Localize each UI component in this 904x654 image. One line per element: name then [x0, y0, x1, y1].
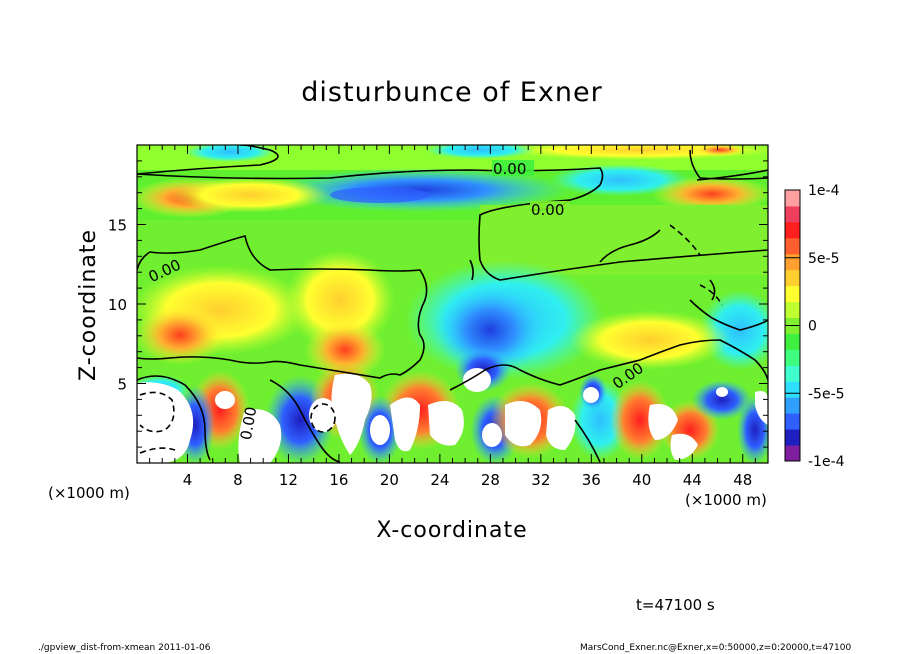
x-tick-label: 4	[183, 471, 193, 489]
x-tick-label: 24	[430, 471, 449, 489]
footer-left: ./gpview_dist-from-xmean 2011-01-06	[38, 643, 211, 653]
top-cyan-left	[185, 145, 275, 162]
x-tick-label: 36	[582, 471, 601, 489]
yellow-left-band	[170, 177, 330, 213]
x-tick-label: 44	[683, 471, 702, 489]
colorbar-swatch	[785, 381, 800, 398]
x-unit-right: (×1000 m)	[685, 491, 767, 509]
saturated-cells	[137, 368, 768, 463]
mid-yellow-center	[285, 250, 395, 350]
contour-label-2: 0.00	[531, 201, 564, 219]
mid-blue-plume	[435, 285, 545, 375]
colorbar-swatch	[785, 349, 800, 366]
colorbar-tick-label: 1e-4	[808, 183, 840, 199]
heatmap-field	[137, 145, 768, 463]
colorbar-swatch	[785, 190, 800, 207]
x-tick-label: 32	[531, 471, 550, 489]
contour-lines	[137, 145, 768, 463]
x-unit-left: (×1000 m)	[48, 484, 130, 502]
colorbar-tick-label: 5e-5	[808, 251, 839, 267]
x-tick-label: 8	[233, 471, 243, 489]
colorbar-tick-label: -1e-4	[808, 454, 845, 470]
colorbar-swatch	[785, 365, 800, 382]
upper-blue-core	[330, 187, 430, 203]
colorbar-swatch	[785, 205, 800, 223]
upper-blue-anomaly	[270, 168, 570, 212]
dashed-contours	[139, 224, 723, 454]
x-tick-label: 16	[329, 471, 348, 489]
y-tick-label: 5	[117, 376, 127, 394]
colorbar-swatch	[785, 237, 800, 255]
x-tick-label: 28	[481, 471, 500, 489]
colorbar-swatch	[785, 285, 800, 303]
top-cyan-mid	[425, 145, 535, 159]
colorbar-tick-label: 0	[808, 319, 817, 335]
x-axis: 4 8 12 16 20 24 28 32 36 40 44 48	[149, 145, 756, 489]
colorbar-ticks: 1e-4 5e-5 0 -5e-5 -1e-4	[785, 183, 845, 470]
colorbar-swatch	[785, 221, 800, 239]
mid-orange-left	[137, 305, 225, 365]
x-tick-label: 20	[380, 471, 399, 489]
x-tick-label: 48	[733, 471, 752, 489]
y-tick-label: 15	[108, 217, 127, 235]
colorbar-swatch	[785, 269, 800, 287]
y-axis-label: Z-coordinate	[76, 229, 101, 381]
footer-right: MarsCond_Exner.nc@Exner,x=0:50000,z=0:20…	[580, 643, 851, 653]
mid-orange-center	[305, 320, 385, 380]
orange-max-right	[652, 176, 768, 212]
contour-label-1: 0.00	[493, 160, 526, 178]
colorbar-swatch	[785, 445, 800, 462]
colorbar-swatch	[785, 253, 800, 271]
y-tick-label: 10	[108, 296, 127, 314]
x-axis-label: X-coordinate	[376, 518, 527, 543]
upper-cyan-right	[550, 164, 690, 196]
colorbar-swatch	[785, 301, 800, 319]
y-axis: 5 10 15	[108, 160, 768, 448]
time-label: t=47100 s	[636, 596, 715, 614]
colorbar-swatch	[785, 413, 800, 430]
contour-label-4: 0.00	[237, 405, 261, 441]
x-tick-label: 12	[279, 471, 298, 489]
colorbar-swatch	[785, 429, 800, 446]
colorbar-tick-label: -5e-5	[808, 386, 845, 402]
top-red-right	[695, 145, 745, 156]
mid-yellow-right	[570, 310, 730, 370]
colorbar-swatch	[785, 333, 800, 350]
lower-blue-6	[692, 380, 752, 420]
colorbar-swatch	[785, 397, 800, 414]
x-tick-label: 40	[632, 471, 651, 489]
chart-title: disturbunce of Exner	[301, 77, 602, 108]
